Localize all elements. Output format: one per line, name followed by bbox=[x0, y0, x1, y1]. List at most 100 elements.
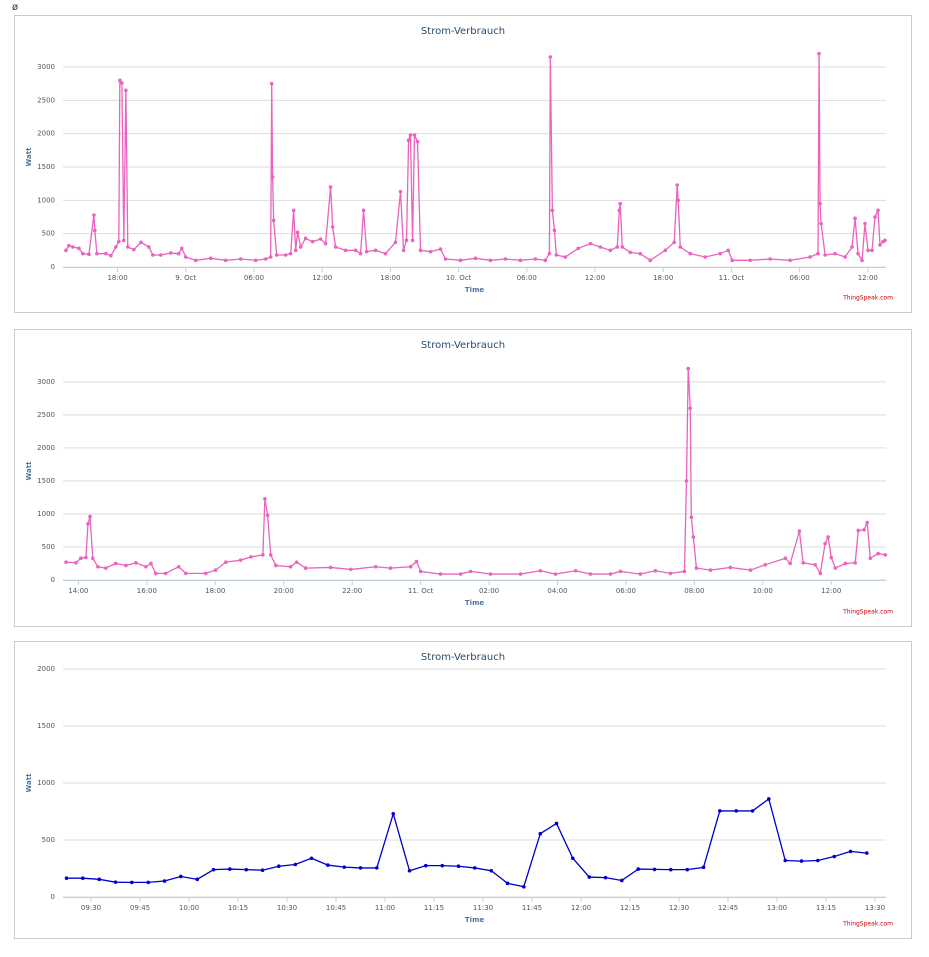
data-point bbox=[114, 245, 118, 249]
data-point bbox=[521, 884, 526, 889]
data-point bbox=[550, 208, 555, 213]
data-point bbox=[268, 553, 273, 557]
data-point bbox=[103, 566, 108, 570]
data-point bbox=[92, 213, 96, 217]
data-point bbox=[818, 201, 822, 206]
data-point bbox=[318, 237, 323, 241]
data-point bbox=[799, 859, 804, 863]
data-point bbox=[132, 247, 136, 252]
x-tick-label: 11:45 bbox=[522, 904, 542, 912]
data-point bbox=[488, 258, 493, 263]
data-point bbox=[456, 864, 461, 869]
data-point bbox=[730, 258, 734, 263]
data-point bbox=[244, 867, 249, 872]
y-axis-label: Watt bbox=[25, 147, 33, 167]
data-point bbox=[408, 133, 413, 137]
data-point bbox=[438, 247, 443, 251]
data-point bbox=[619, 878, 624, 883]
data-point bbox=[533, 257, 538, 261]
data-point bbox=[238, 558, 243, 562]
x-tick-label: 10:00 bbox=[753, 587, 773, 595]
x-tick-label: 06:00 bbox=[790, 274, 810, 282]
data-point bbox=[608, 572, 613, 576]
data-point bbox=[685, 867, 690, 872]
x-tick-label: 18:00 bbox=[653, 274, 673, 282]
x-tick-label: 18:00 bbox=[380, 274, 400, 282]
y-tick-label: 2000 bbox=[37, 130, 55, 138]
y-tick-label: 2000 bbox=[37, 665, 55, 673]
data-point bbox=[691, 535, 696, 539]
data-point bbox=[768, 257, 772, 261]
data-point bbox=[358, 866, 363, 870]
x-tick-label: 12:00 bbox=[821, 587, 841, 595]
data-point bbox=[843, 255, 847, 259]
x-tick-label: 22:00 bbox=[342, 587, 362, 595]
data-point bbox=[88, 514, 92, 519]
data-point bbox=[783, 858, 788, 863]
chart-panel: Strom-Verbrauch Watt Time ThingSpeak.com 0 50… bbox=[14, 329, 912, 627]
data-point bbox=[291, 208, 296, 213]
data-point bbox=[554, 253, 559, 257]
data-point bbox=[168, 251, 173, 255]
data-point bbox=[343, 248, 348, 253]
data-point bbox=[288, 251, 293, 256]
data-point bbox=[850, 245, 854, 249]
data-point bbox=[808, 255, 812, 259]
data-point bbox=[823, 541, 827, 546]
data-point bbox=[193, 258, 198, 263]
data-point bbox=[563, 255, 568, 259]
data-point bbox=[833, 566, 838, 570]
data-point bbox=[636, 867, 641, 871]
data-point bbox=[415, 139, 420, 144]
x-tick-label: 12:00 bbox=[585, 274, 605, 282]
x-axis-label: Time bbox=[465, 286, 484, 294]
y-tick-label: 1000 bbox=[37, 510, 55, 518]
data-point bbox=[124, 88, 128, 93]
data-point bbox=[124, 563, 128, 568]
data-point bbox=[223, 258, 228, 263]
data-point bbox=[726, 248, 731, 253]
data-point bbox=[404, 238, 409, 243]
data-point bbox=[832, 854, 837, 859]
data-point bbox=[570, 856, 575, 861]
x-tick-label: 13:00 bbox=[767, 904, 787, 912]
data-point bbox=[211, 867, 216, 872]
data-point bbox=[176, 564, 181, 569]
data-point bbox=[271, 218, 276, 223]
data-point bbox=[113, 880, 118, 884]
data-point bbox=[856, 528, 861, 533]
data-point bbox=[766, 797, 771, 801]
data-point bbox=[763, 563, 768, 567]
data-point bbox=[224, 560, 228, 564]
data-point bbox=[104, 251, 108, 256]
data-point bbox=[71, 245, 75, 249]
data-point bbox=[410, 238, 415, 243]
data-point bbox=[518, 258, 523, 263]
data-point bbox=[406, 138, 411, 143]
data-point bbox=[620, 245, 625, 249]
data-point bbox=[718, 251, 722, 256]
data-point bbox=[122, 238, 126, 243]
data-point bbox=[468, 569, 473, 574]
data-point bbox=[688, 251, 693, 256]
data-point bbox=[238, 257, 243, 261]
data-point bbox=[617, 208, 622, 213]
data-point bbox=[676, 198, 681, 203]
data-point bbox=[853, 216, 857, 221]
x-tick-label: 06:00 bbox=[517, 274, 537, 282]
x-tick-label: 11. Oct bbox=[719, 274, 745, 282]
data-point bbox=[668, 867, 673, 872]
chart: Strom-Verbrauch Watt Time ThingSpeak.com 0 50… bbox=[25, 26, 893, 302]
x-tick-label: 06:00 bbox=[616, 587, 636, 595]
data-point bbox=[438, 572, 443, 576]
data-point bbox=[147, 245, 151, 249]
data-point bbox=[829, 555, 834, 560]
data-point bbox=[203, 571, 208, 576]
x-tick-label: 09:45 bbox=[130, 904, 150, 912]
x-tick-label: 02:00 bbox=[479, 587, 499, 595]
data-point bbox=[303, 236, 308, 241]
data-point bbox=[826, 535, 830, 539]
data-point bbox=[178, 874, 183, 879]
data-point bbox=[548, 55, 553, 59]
data-point bbox=[408, 564, 413, 569]
